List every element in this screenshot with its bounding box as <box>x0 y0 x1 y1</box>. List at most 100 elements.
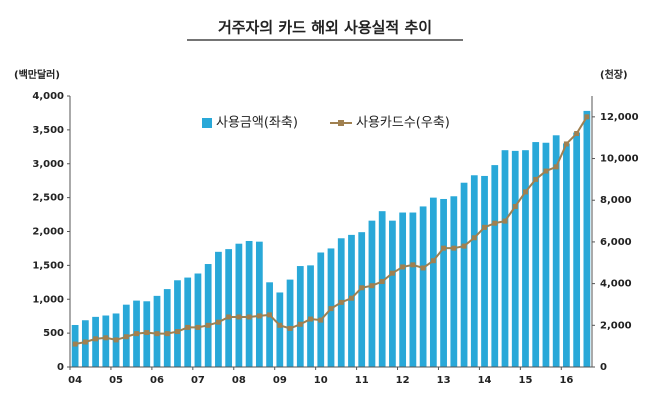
line-marker <box>277 322 283 328</box>
bar <box>583 110 591 367</box>
line-marker <box>123 334 129 340</box>
bar <box>532 142 540 367</box>
line-marker <box>185 324 191 330</box>
line-marker <box>328 306 334 312</box>
line-marker <box>512 203 518 209</box>
x-tick-label: 11 <box>355 375 369 386</box>
x-tick-label: 08 <box>232 375 246 386</box>
line-marker <box>471 235 477 241</box>
line-marker <box>389 270 395 276</box>
bar <box>102 315 110 367</box>
x-tick-label: 10 <box>314 375 328 386</box>
line-marker <box>113 337 119 343</box>
line-marker <box>553 164 559 170</box>
x-tick-label: 14 <box>478 375 492 386</box>
line-marker <box>93 336 99 342</box>
line-marker <box>584 114 590 120</box>
line-marker <box>369 283 375 289</box>
line-marker <box>410 262 416 268</box>
bar <box>378 211 386 367</box>
line-marker <box>451 245 457 251</box>
legend-label: 사용카드수(우축) <box>356 116 450 131</box>
bar <box>194 273 202 367</box>
bar <box>450 196 458 367</box>
line-marker <box>461 243 467 249</box>
bar <box>255 241 263 367</box>
line-marker <box>215 319 221 325</box>
x-tick-label: 07 <box>191 375 205 386</box>
chart-title: 거주자의 카드 해외 사용실적 추이 <box>218 19 432 37</box>
bar <box>563 143 570 367</box>
line-marker <box>134 331 140 337</box>
bar <box>460 182 468 367</box>
bar <box>286 279 294 367</box>
y-tick-label: 3,000 <box>32 159 64 170</box>
line-marker <box>318 317 324 323</box>
line-marker <box>348 295 354 301</box>
line-marker <box>164 331 170 337</box>
bar <box>542 142 550 367</box>
bar <box>409 212 417 367</box>
line-marker <box>492 220 498 226</box>
x-tick-label: 04 <box>68 375 82 386</box>
bar <box>163 289 171 367</box>
line-marker <box>400 264 406 270</box>
x-tick-label: 09 <box>273 375 287 386</box>
line-marker <box>379 279 385 285</box>
y-tick-label: 4,000 <box>32 91 64 102</box>
line-marker <box>205 322 211 328</box>
bar <box>245 240 253 367</box>
bar <box>389 220 396 367</box>
line-marker <box>359 285 365 291</box>
bar <box>419 206 427 367</box>
bar <box>235 243 243 367</box>
bar <box>307 265 314 367</box>
line-marker <box>563 141 569 147</box>
line-marker <box>543 168 549 174</box>
bar <box>511 150 519 367</box>
y2-tick-label: 6,000 <box>600 237 632 248</box>
line-marker <box>267 312 273 318</box>
x-tick-label: 15 <box>519 375 533 386</box>
bar <box>296 266 304 367</box>
bar <box>225 249 233 367</box>
line-marker <box>574 131 580 137</box>
y-tick-label: 500 <box>43 328 64 339</box>
line-marker <box>287 325 293 331</box>
y-tick-label: 3,500 <box>32 125 64 136</box>
line-marker <box>430 258 436 264</box>
legend-label: 사용금액(좌축) <box>216 116 298 131</box>
y-tick-label: 2,500 <box>32 193 64 204</box>
bar <box>440 198 447 367</box>
y-axis-label: (백만달러) <box>14 68 60 81</box>
y-tick-label: 2,000 <box>32 227 64 238</box>
line-marker <box>502 218 508 224</box>
line-marker <box>297 321 303 327</box>
line-marker <box>103 335 109 341</box>
bar <box>399 212 407 367</box>
line-marker <box>441 245 447 251</box>
line-marker <box>174 329 180 335</box>
bar <box>92 316 99 367</box>
bar <box>348 234 355 367</box>
bar <box>429 197 437 367</box>
bar <box>573 132 581 367</box>
bar <box>266 282 273 367</box>
y2-tick-label: 2,000 <box>600 320 632 331</box>
bar <box>501 150 509 367</box>
y2-tick-label: 10,000 <box>600 154 639 165</box>
bar <box>481 175 488 367</box>
bar <box>204 264 212 367</box>
bar <box>358 232 366 367</box>
y2-axis-label: (천장) <box>600 68 628 81</box>
x-tick-label: 13 <box>437 375 451 386</box>
y-tick-label: 1,500 <box>32 260 64 271</box>
line-marker <box>72 341 78 347</box>
line-marker <box>154 331 160 337</box>
line-marker <box>226 314 232 320</box>
line-marker <box>236 314 242 320</box>
line-marker <box>522 189 528 195</box>
bar <box>552 135 560 367</box>
x-tick-label: 06 <box>150 375 164 386</box>
